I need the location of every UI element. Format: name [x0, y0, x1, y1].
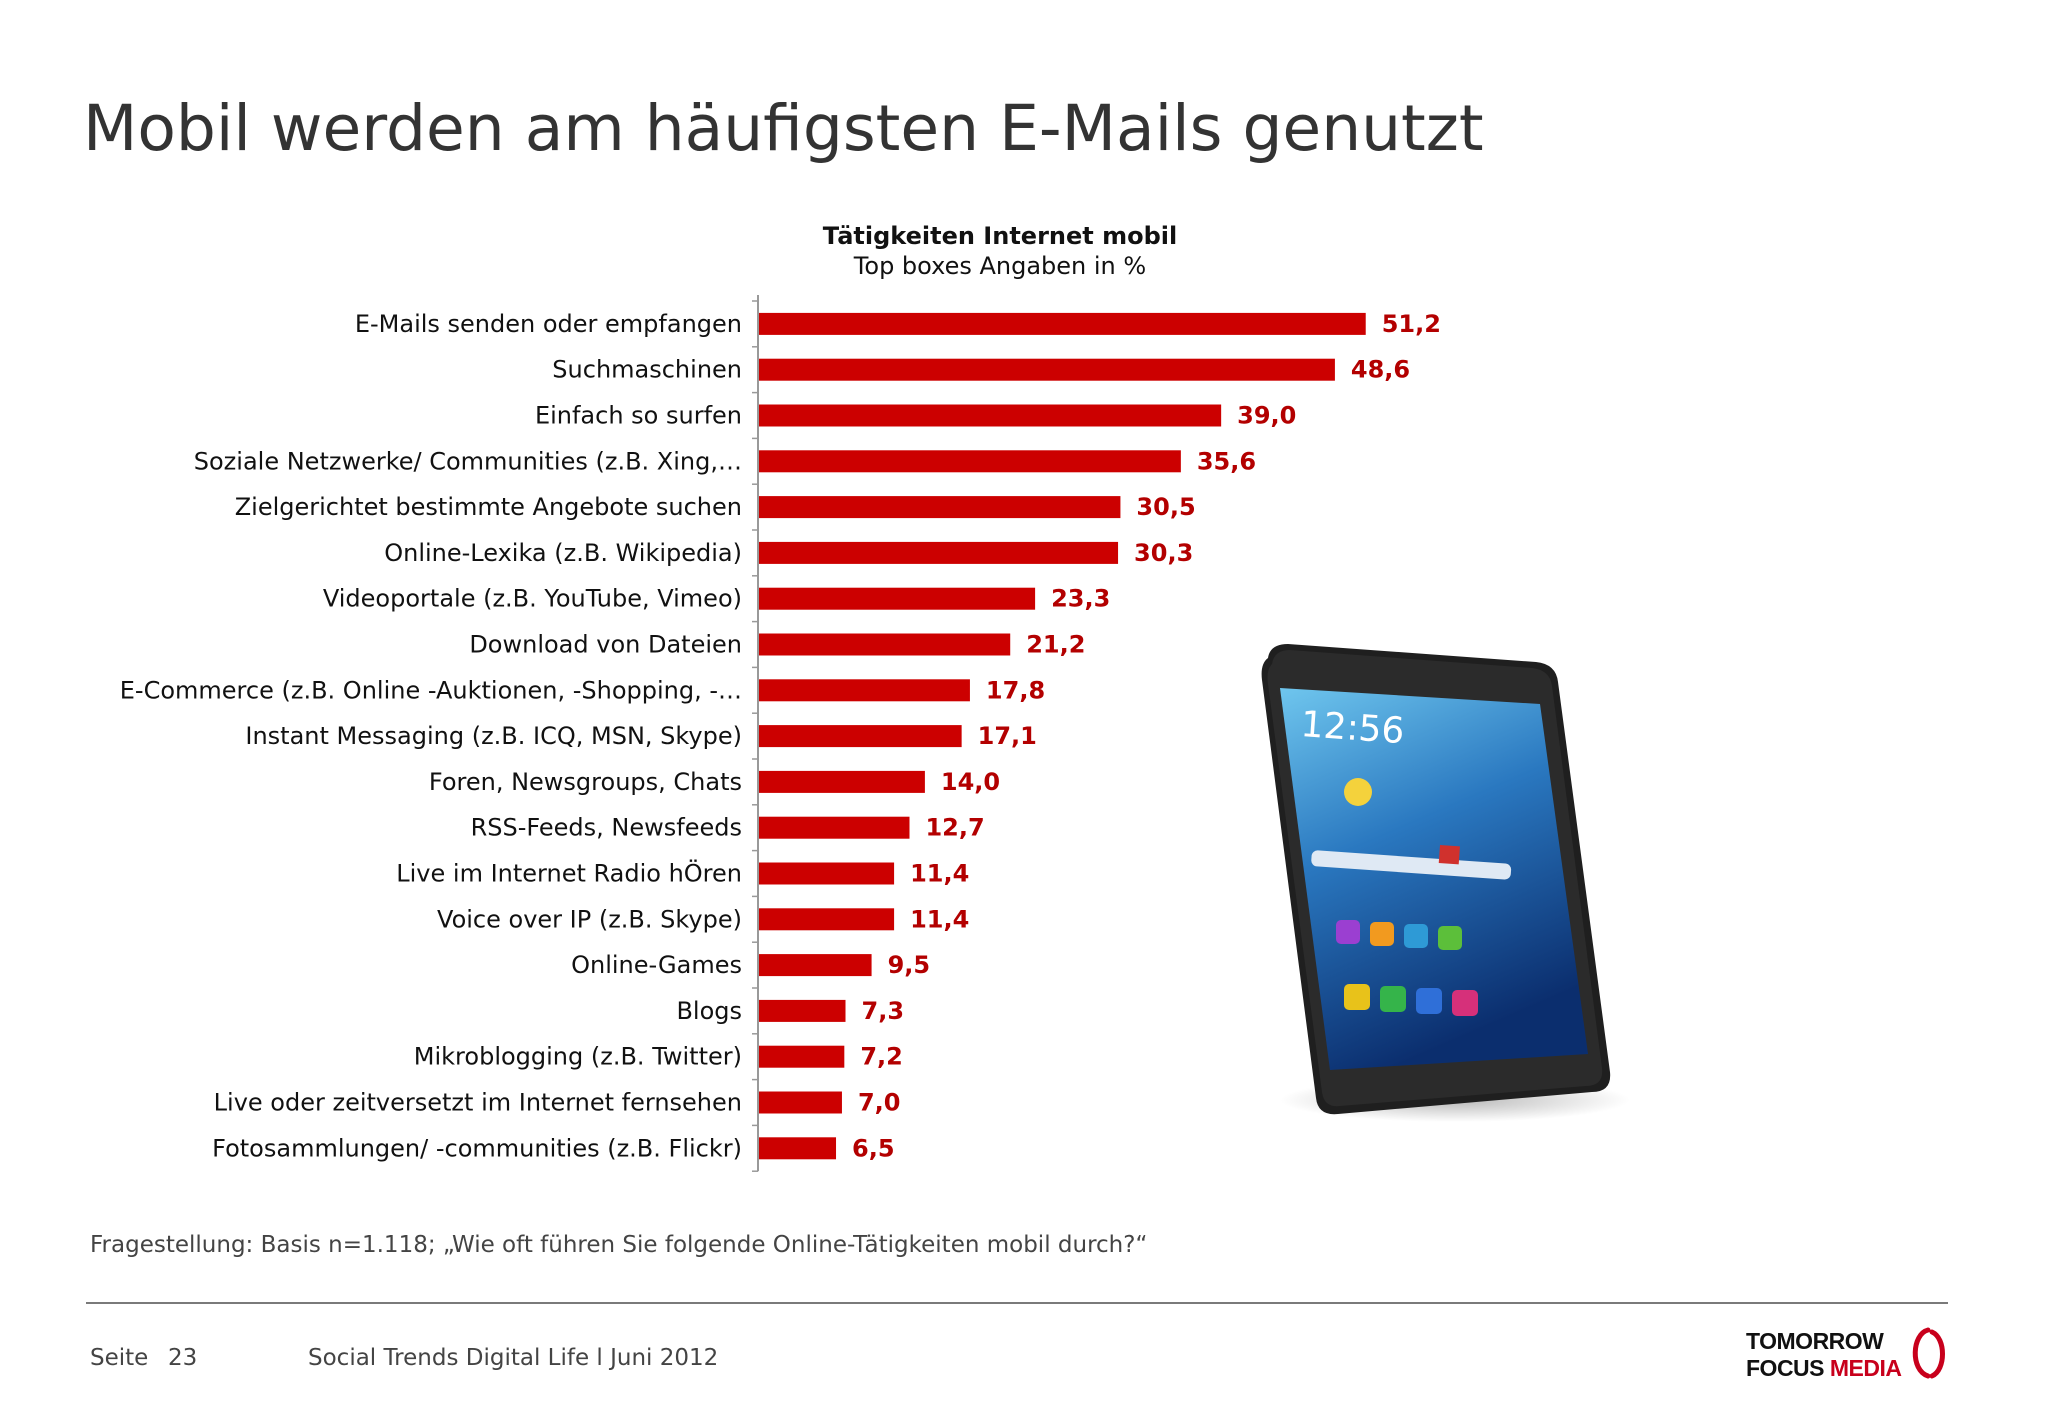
category-label: Live oder zeitversetzt im Internet ferns… — [214, 1089, 742, 1117]
data-label: 7,2 — [860, 1043, 903, 1071]
page-title: Mobil werden am häufigsten E-Mails genut… — [83, 92, 1484, 165]
category-label: Online-Games — [571, 951, 742, 979]
data-label: 7,3 — [862, 997, 905, 1025]
category-label: Instant Messaging (z.B. ICQ, MSN, Skype) — [245, 722, 742, 750]
chart-title: Tätigkeiten Internet mobil — [822, 222, 1178, 250]
category-label: Live im Internet Radio hÖren — [396, 859, 742, 888]
bar — [759, 770, 925, 793]
data-label: 12,7 — [925, 814, 984, 842]
category-label: Fotosammlungen/ -communities (z.B. Flick… — [212, 1134, 742, 1162]
data-label: 30,3 — [1134, 539, 1193, 567]
question-note: Fragestellung: Basis n=1.118; „Wie oft f… — [90, 1232, 1148, 1258]
company-logo: TOMORROW FOCUS MEDIA — [1746, 1326, 1952, 1386]
bar — [759, 404, 1222, 427]
category-label: Download von Dateien — [469, 631, 742, 659]
category-label: Videoportale (z.B. YouTube, Vimeo) — [323, 585, 742, 613]
data-label: 35,6 — [1197, 447, 1256, 475]
smartphone-image: 12:56 — [1261, 644, 1630, 1122]
logo-focus: FOCUS — [1746, 1355, 1825, 1381]
category-label: Online-Lexika (z.B. Wikipedia) — [384, 539, 742, 567]
bar — [759, 1045, 845, 1068]
category-label: RSS-Feeds, Newsfeeds — [471, 814, 742, 842]
data-label: 48,6 — [1351, 356, 1410, 384]
bar — [759, 816, 910, 839]
bar — [759, 496, 1121, 519]
logo-media: MEDIA — [1829, 1355, 1902, 1381]
category-label: Voice over IP (z.B. Skype) — [437, 905, 742, 933]
data-label: 7,0 — [858, 1089, 901, 1117]
category-label: Einfach so surfen — [535, 402, 742, 430]
data-label: 23,3 — [1051, 585, 1110, 613]
page-number: 23 — [168, 1345, 198, 1371]
bar — [759, 862, 895, 885]
data-label: 17,1 — [978, 722, 1037, 750]
logo-mark-icon — [1912, 1327, 1945, 1379]
data-label: 11,4 — [910, 905, 969, 933]
bar — [759, 999, 846, 1022]
data-label: 9,5 — [888, 951, 931, 979]
bar — [759, 1137, 837, 1160]
data-label: 17,8 — [986, 676, 1045, 704]
logo-line1: TOMORROW — [1746, 1328, 1884, 1354]
bar — [759, 908, 895, 931]
bar — [759, 312, 1366, 335]
category-label: Mikroblogging (z.B. Twitter) — [414, 1043, 742, 1071]
footer-text: Social Trends Digital Life l Juni 2012 — [308, 1345, 719, 1371]
data-label: 6,5 — [852, 1134, 895, 1162]
bar — [759, 1091, 842, 1114]
data-label: 21,2 — [1026, 631, 1085, 659]
logo-line2: FOCUS MEDIA — [1746, 1355, 1902, 1382]
category-label: Soziale Netzwerke/ Communities (z.B. Xin… — [194, 447, 742, 475]
bar — [759, 450, 1181, 473]
category-label: Foren, Newsgroups, Chats — [429, 768, 742, 796]
category-label: E-Mails senden oder empfangen — [355, 310, 742, 338]
category-label: E-Commerce (z.B. Online -Auktionen, -Sho… — [120, 676, 742, 704]
bar — [759, 633, 1011, 656]
category-label: Zielgerichtet bestimmte Angebote suchen — [235, 493, 742, 521]
data-label: 30,5 — [1136, 493, 1195, 521]
data-label: 39,0 — [1237, 402, 1296, 430]
phone-clock: 12:56 — [1299, 704, 1405, 752]
bar — [759, 725, 962, 748]
bar — [759, 587, 1036, 610]
bar — [759, 358, 1335, 381]
category-label: Blogs — [676, 997, 742, 1025]
data-label: 11,4 — [910, 860, 969, 888]
chart-subtitle: Top boxes Angaben in % — [853, 252, 1147, 280]
bar — [759, 541, 1119, 564]
category-label: Suchmaschinen — [552, 356, 742, 384]
bar — [759, 954, 872, 977]
bar — [759, 679, 970, 702]
page-label: Seite — [90, 1345, 149, 1371]
data-label: 51,2 — [1382, 310, 1441, 338]
data-label: 14,0 — [941, 768, 1000, 796]
footer-divider — [86, 1302, 1948, 1304]
